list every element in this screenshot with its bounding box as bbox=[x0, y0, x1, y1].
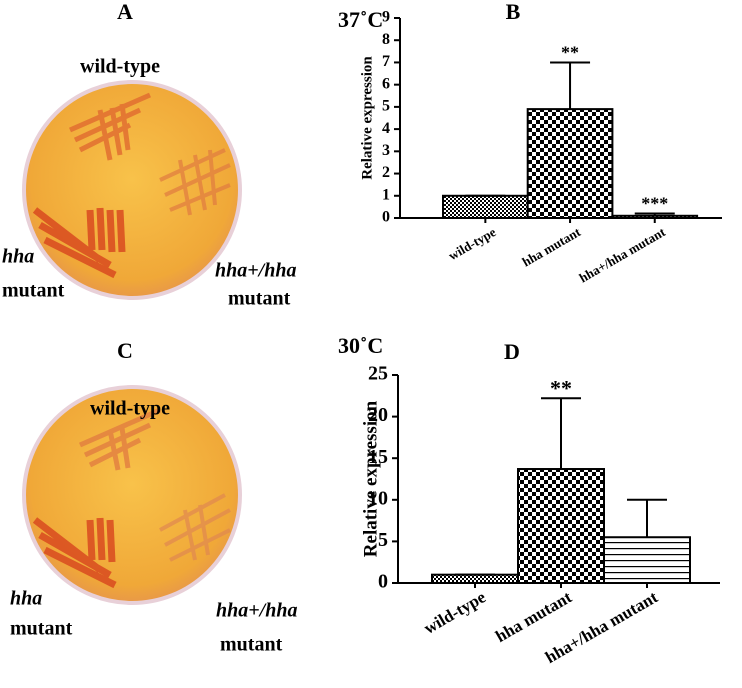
y-tick-label: 2 bbox=[382, 164, 390, 181]
y-axis-label: Relative expression bbox=[360, 400, 381, 557]
plate-label: hha bbox=[2, 246, 34, 268]
y-tick-label: 1 bbox=[382, 186, 390, 203]
plate-label: mutant bbox=[220, 634, 283, 656]
x-tick-label: hha mutant bbox=[520, 224, 584, 270]
y-tick-label: 25 bbox=[368, 363, 388, 385]
plate-label: mutant bbox=[228, 288, 291, 310]
significance-label: ** bbox=[561, 43, 579, 63]
y-tick-label: 3 bbox=[382, 142, 390, 159]
bar bbox=[517, 468, 605, 584]
error-bar bbox=[627, 498, 667, 538]
plate-label: wild-type bbox=[90, 398, 170, 420]
plate-a bbox=[22, 80, 242, 300]
y-axis-label: Relative expression bbox=[359, 56, 375, 180]
error-bar bbox=[634, 212, 675, 216]
x-tick-label: wild-type bbox=[421, 587, 490, 638]
x-tick-label: hha mutant bbox=[492, 587, 575, 646]
plate-label: mutant bbox=[2, 280, 65, 302]
x-tick-label: hha+/hha mutant bbox=[577, 224, 669, 286]
y-tick-label: 15 bbox=[368, 446, 388, 468]
y-tick-label: 7 bbox=[382, 53, 390, 70]
chart-subtitle: 30˚C bbox=[338, 333, 383, 358]
plate-label: mutant bbox=[10, 618, 73, 640]
plate-label: hha+/hha bbox=[216, 600, 297, 622]
panel-label: C bbox=[117, 338, 133, 363]
bar bbox=[526, 108, 614, 219]
plate-label: wild-type bbox=[80, 56, 160, 78]
plate-label: hha bbox=[10, 588, 42, 610]
y-tick-label: 4 bbox=[382, 120, 390, 137]
x-tick-label: wild-type bbox=[446, 224, 499, 263]
chart-title: B bbox=[506, 0, 521, 24]
plate-label: hha+/hha bbox=[215, 260, 296, 282]
chart-subtitle: 37˚C bbox=[338, 7, 383, 32]
bar bbox=[611, 214, 699, 219]
y-tick-label: 6 bbox=[382, 75, 390, 92]
y-tick-label: 5 bbox=[382, 98, 390, 115]
y-tick-label: 10 bbox=[368, 487, 388, 509]
y-tick-label: 0 bbox=[382, 209, 390, 226]
y-tick-label: 20 bbox=[368, 404, 388, 426]
error-bar bbox=[550, 61, 591, 110]
bar bbox=[431, 573, 519, 584]
significance-label: *** bbox=[641, 194, 668, 214]
y-tick-label: 8 bbox=[382, 31, 390, 48]
error-bar bbox=[541, 397, 581, 470]
chart-title: D bbox=[504, 339, 520, 364]
bar bbox=[442, 194, 529, 219]
y-tick-label: 0 bbox=[378, 571, 388, 593]
bar bbox=[603, 536, 691, 584]
y-tick-label: 5 bbox=[378, 529, 388, 551]
panel-label: A bbox=[117, 0, 133, 24]
y-tick-label: 9 bbox=[382, 9, 390, 26]
significance-label: ** bbox=[550, 375, 572, 400]
plate-c bbox=[22, 385, 242, 605]
